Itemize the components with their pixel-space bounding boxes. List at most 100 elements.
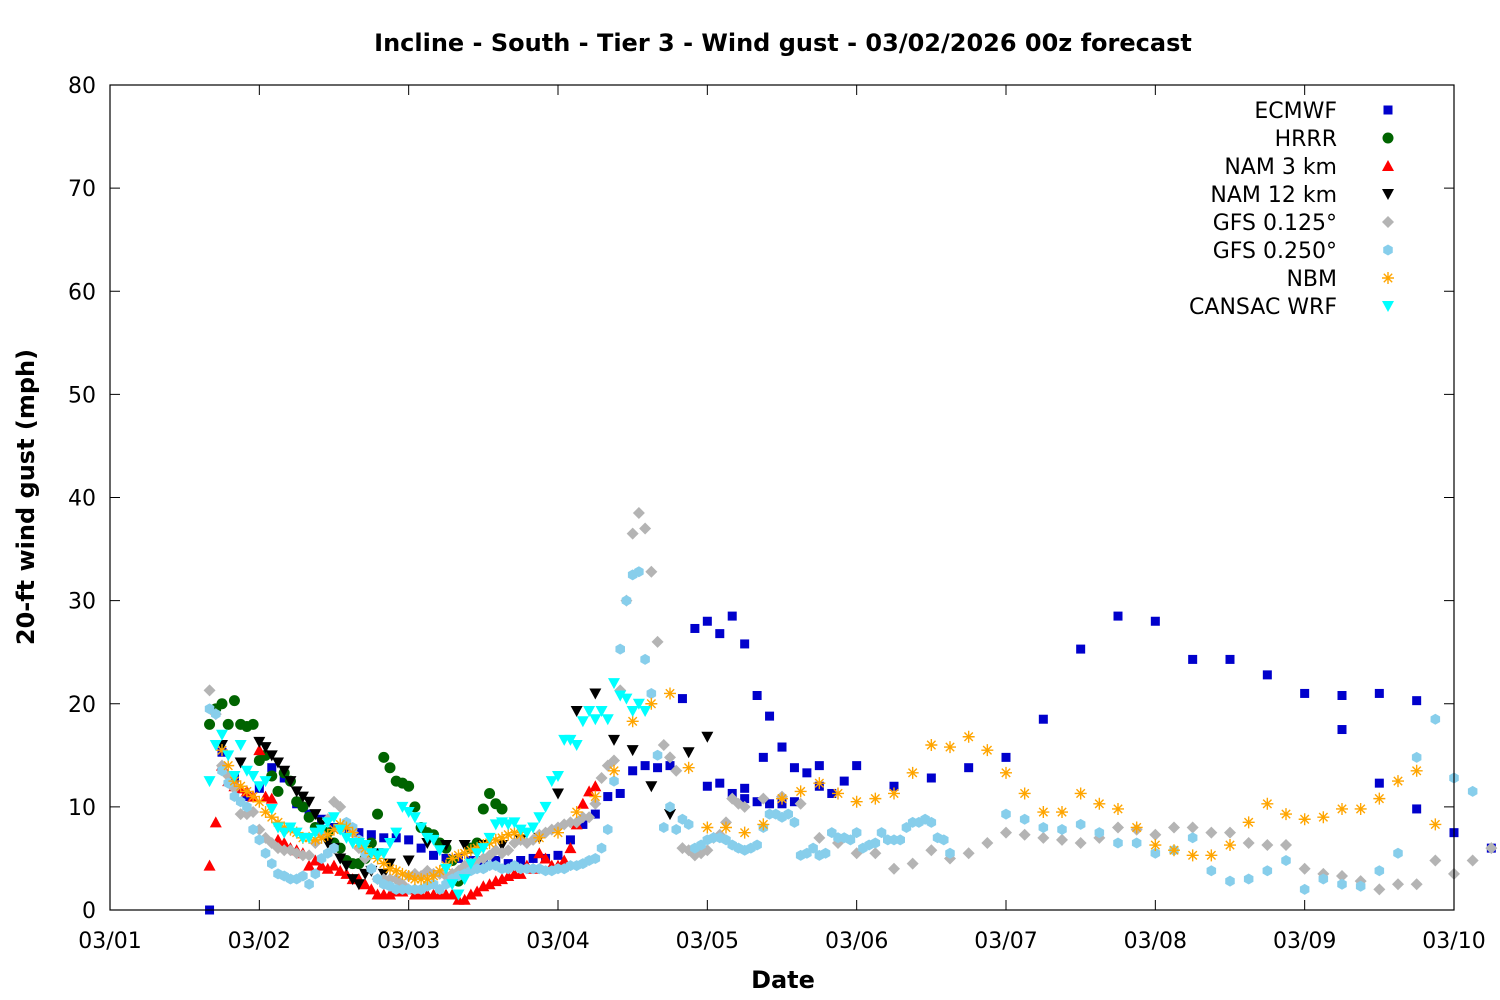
data-point [794, 797, 807, 810]
data-point [234, 740, 247, 751]
data-point [259, 776, 272, 788]
data-point [427, 834, 440, 846]
data-point [945, 847, 955, 859]
data-point [216, 729, 228, 741]
data-point [1337, 878, 1347, 890]
data-point [278, 844, 291, 857]
legend-marker [1382, 132, 1394, 144]
data-point [440, 863, 452, 875]
data-point [366, 830, 376, 840]
data-point [620, 693, 633, 705]
y-tick-label: 80 [68, 74, 96, 99]
x-tick-label: 03/04 [526, 929, 589, 954]
data-point [483, 832, 496, 844]
data-point [590, 852, 601, 864]
data-point [429, 850, 439, 860]
data-point [589, 688, 602, 700]
data-point [752, 839, 762, 851]
y-tick-label: 0 [82, 899, 96, 924]
data-point [609, 775, 619, 787]
data-point [665, 801, 675, 813]
data-point [303, 859, 316, 871]
data-point [1242, 816, 1255, 829]
data-point [1001, 752, 1011, 762]
data-point [628, 766, 638, 776]
chart-title: Incline - South - Tier 3 - Wind gust - 0… [374, 29, 1192, 57]
data-point [715, 629, 725, 639]
data-point [1485, 842, 1498, 855]
data-point [247, 770, 260, 782]
data-point [608, 754, 620, 767]
data-point [632, 506, 645, 519]
data-point [1298, 813, 1311, 826]
data-point [1186, 821, 1199, 834]
data-point [757, 792, 770, 805]
data-point [328, 823, 340, 836]
data-point [204, 718, 216, 730]
data-point [1429, 854, 1442, 867]
data-point [1001, 808, 1011, 820]
data-point [1280, 839, 1292, 852]
data-point [738, 800, 751, 813]
data-point [379, 833, 389, 843]
data-point [757, 818, 770, 831]
data-point [377, 848, 390, 860]
data-point [634, 566, 644, 578]
data-point [303, 811, 315, 823]
data-point [576, 811, 589, 824]
legend-label: NAM 12 km [1210, 183, 1337, 208]
data-point [889, 781, 899, 791]
data-point [309, 833, 322, 846]
data-point [1057, 824, 1067, 836]
data-point [645, 781, 658, 793]
series-gfs-0-250 [204, 566, 1478, 895]
data-point [664, 809, 676, 821]
data-point [626, 745, 639, 757]
data-point [1018, 828, 1031, 841]
data-point [334, 853, 347, 865]
data-point [677, 694, 687, 704]
data-point [267, 858, 277, 870]
data-point [1186, 849, 1199, 862]
data-point [1038, 822, 1049, 833]
data-point [1224, 826, 1236, 839]
data-point [228, 695, 240, 707]
legend-marker [1382, 301, 1394, 312]
data-point [789, 763, 799, 773]
data-point [446, 852, 459, 865]
data-point [981, 836, 994, 849]
data-point [962, 730, 975, 743]
data-point [234, 808, 247, 821]
data-point [384, 862, 396, 875]
data-point [827, 788, 837, 798]
data-point [222, 750, 235, 762]
data-point [1299, 883, 1310, 895]
data-point [1300, 688, 1310, 698]
data-point [876, 827, 887, 839]
data-point [1337, 725, 1347, 735]
data-point [452, 849, 465, 862]
data-point [458, 847, 471, 860]
data-point [278, 765, 291, 777]
data-point [1374, 688, 1384, 698]
data-point [265, 811, 278, 824]
data-point [738, 826, 751, 839]
data-point [272, 785, 284, 797]
data-point [1224, 839, 1236, 852]
y-tick-label: 10 [68, 796, 96, 821]
data-point [328, 812, 340, 824]
data-point [1318, 873, 1329, 885]
data-point [603, 824, 613, 836]
data-point [564, 842, 577, 854]
data-point [652, 749, 663, 761]
data-point [570, 740, 583, 751]
data-point [1113, 611, 1123, 621]
legend-label: HRRR [1275, 127, 1337, 152]
data-point [296, 849, 309, 862]
data-point [1205, 826, 1218, 839]
data-point [701, 731, 714, 743]
data-point [608, 678, 620, 690]
data-point [1412, 696, 1422, 706]
data-point [203, 859, 216, 871]
